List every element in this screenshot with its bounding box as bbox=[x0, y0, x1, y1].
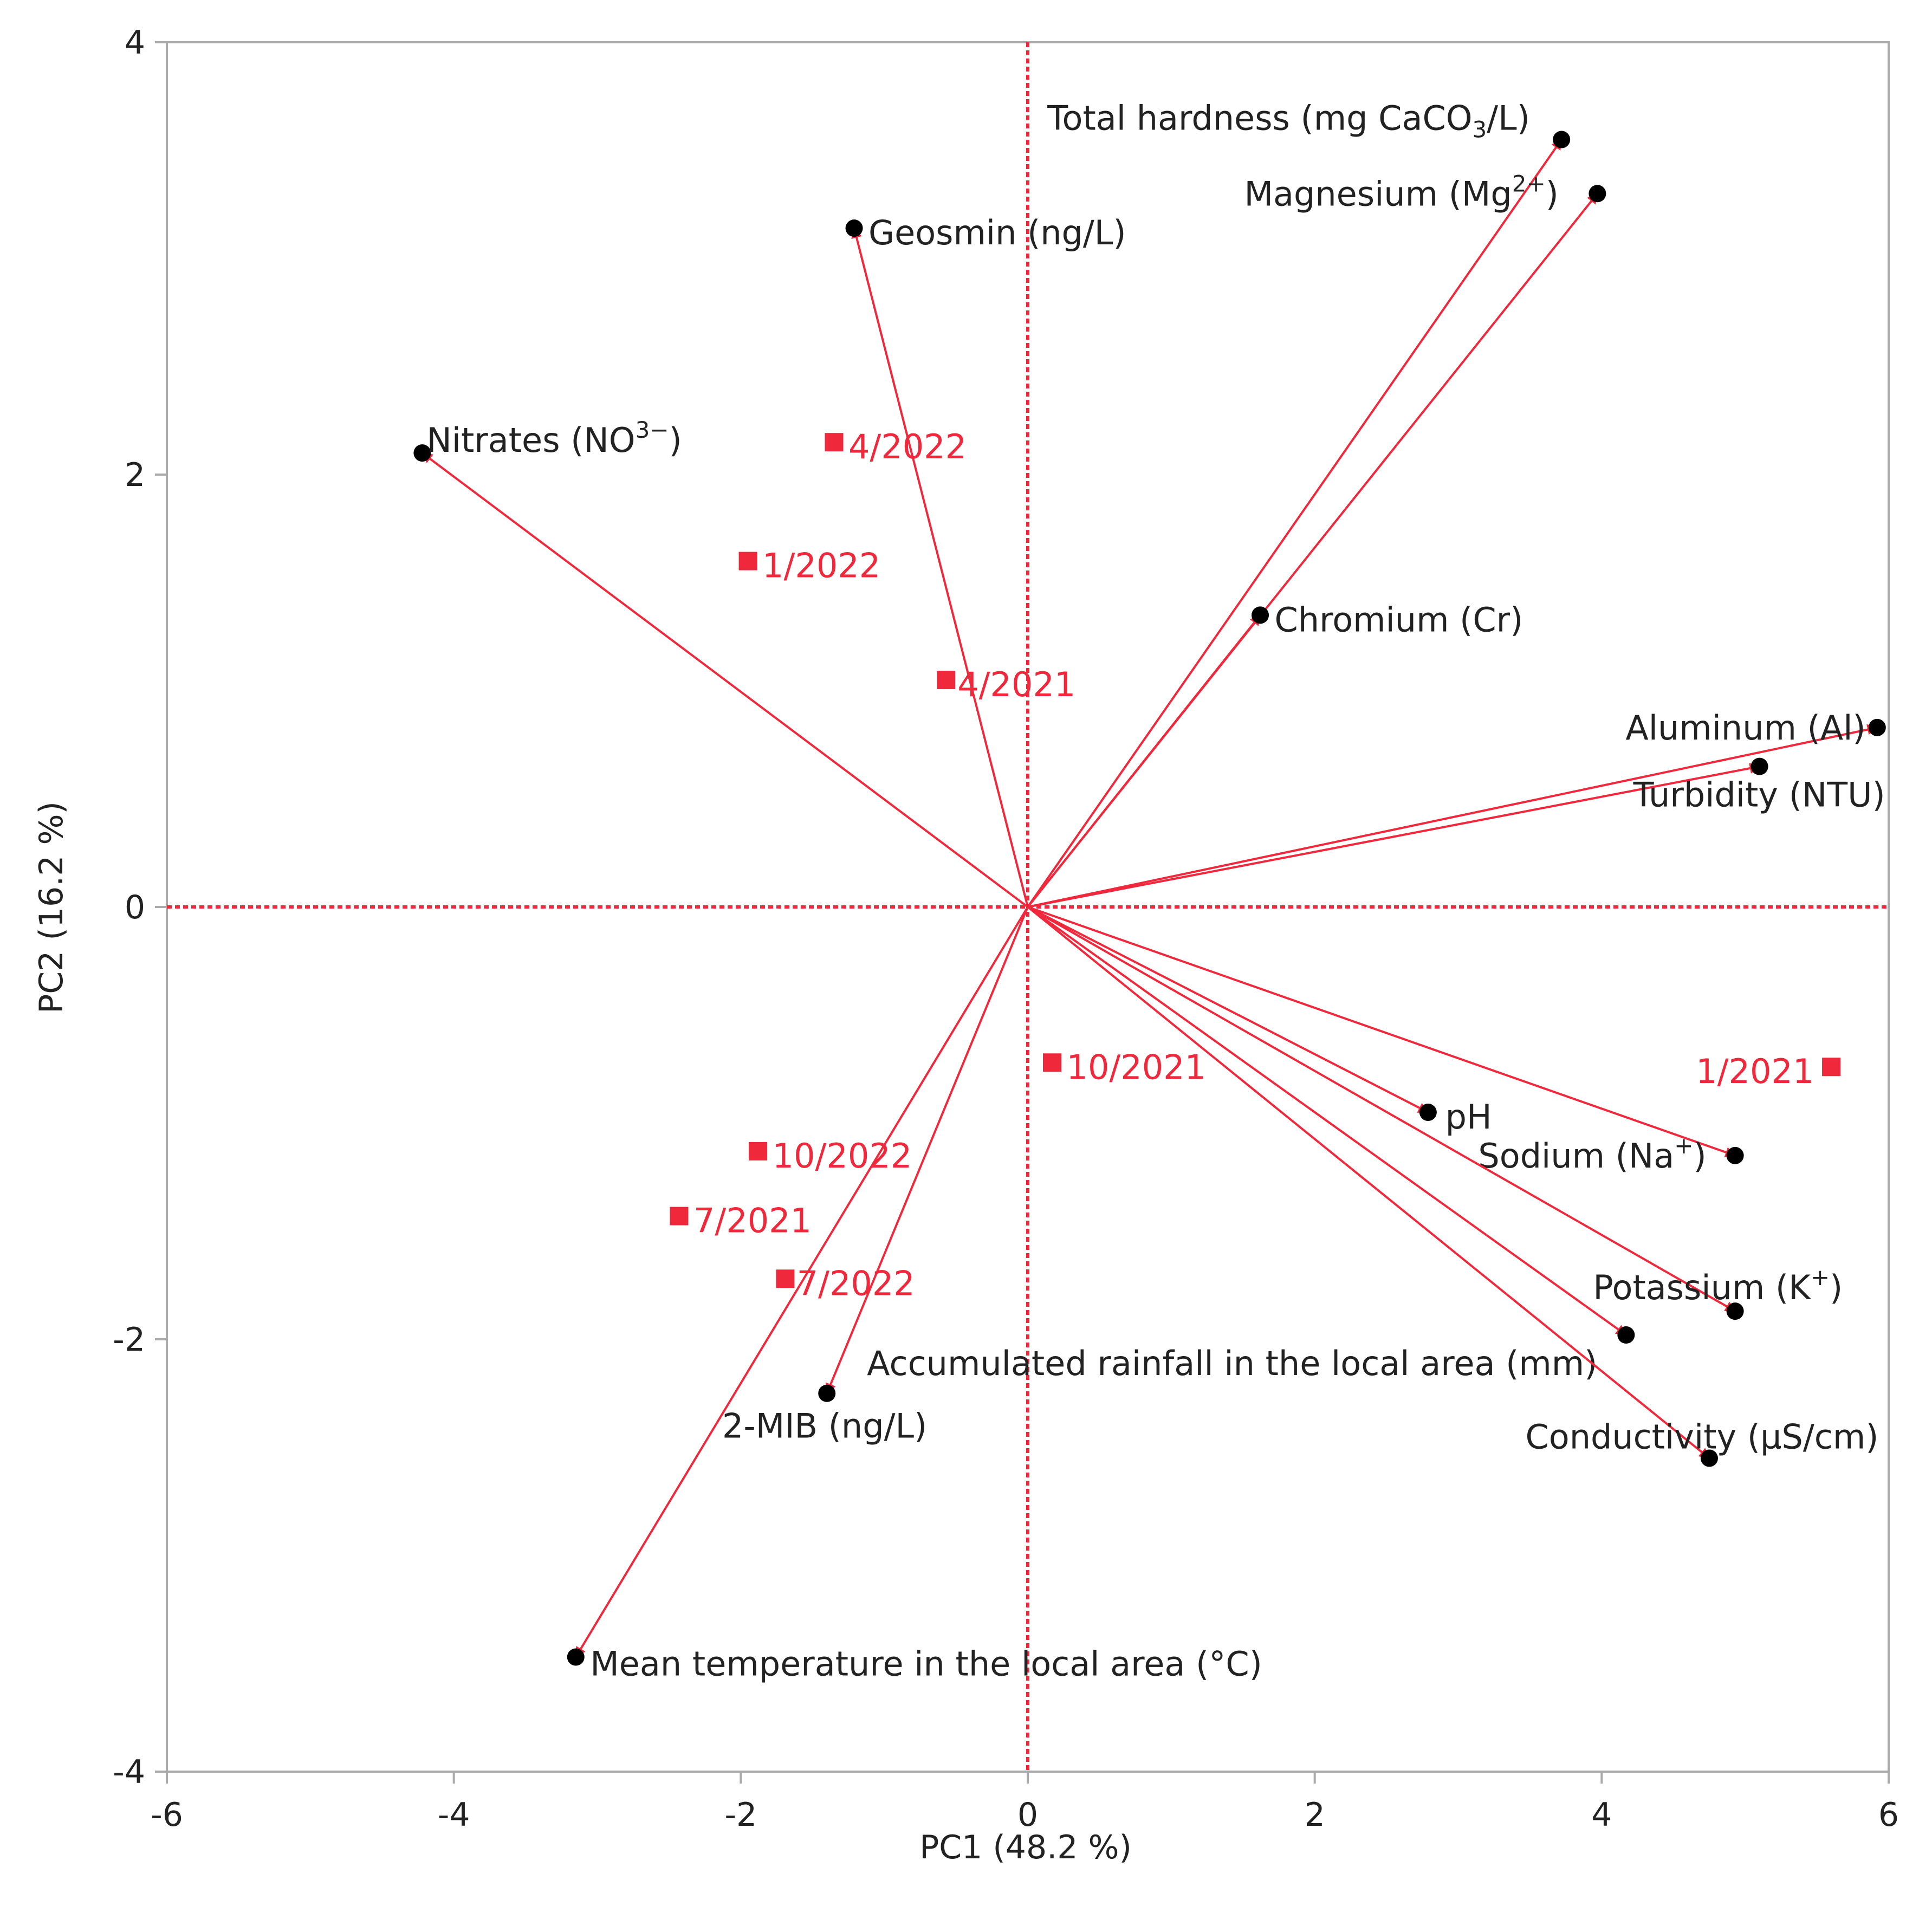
y-tick-label: 4 bbox=[125, 24, 145, 62]
observation-marker bbox=[738, 552, 757, 570]
loading-point bbox=[845, 219, 863, 237]
x-tick-label: 2 bbox=[1305, 1796, 1325, 1834]
loading-point bbox=[1726, 1302, 1744, 1320]
observation-label: 4/2022 bbox=[848, 427, 967, 466]
observation-marker bbox=[670, 1207, 689, 1226]
loading-point bbox=[818, 1384, 836, 1402]
observation-points: 4/2022 1/2022 4/2021 10/2021 1/2021 10/2022 7/… bbox=[670, 427, 1841, 1303]
loading-arrow bbox=[421, 452, 1029, 908]
loading-label: Potassium (K+) bbox=[1593, 1264, 1843, 1307]
observation-label: 7/2022 bbox=[797, 1263, 915, 1303]
loading-arrow bbox=[1027, 138, 1563, 908]
observation-marker bbox=[1043, 1053, 1062, 1072]
x-tick-label: 0 bbox=[1017, 1796, 1038, 1834]
observation-marker bbox=[825, 433, 844, 452]
loading-label: Nitrates (NO3−) bbox=[426, 417, 682, 460]
loading-arrow bbox=[1027, 724, 1878, 908]
loading-label: pH bbox=[1445, 1097, 1492, 1137]
x-tick-label: -4 bbox=[438, 1796, 470, 1834]
loading-label: Aluminum (Al) bbox=[1625, 708, 1865, 748]
y-tick-label: 2 bbox=[125, 456, 145, 494]
observation-marker bbox=[776, 1269, 795, 1288]
observation-label: 10/2021 bbox=[1067, 1047, 1207, 1087]
loading-point bbox=[1868, 718, 1886, 736]
loading-arrow bbox=[825, 906, 1029, 1395]
y-tick-label: 0 bbox=[125, 889, 145, 926]
x-tick-label: -2 bbox=[724, 1796, 757, 1834]
loading-arrow bbox=[851, 227, 1029, 907]
observation-label: 7/2021 bbox=[693, 1201, 812, 1241]
observation-label: 4/2021 bbox=[957, 665, 1075, 704]
loading-label: Conductivity (µS/cm) bbox=[1525, 1417, 1878, 1457]
loading-vectors: Total hardness (mg CaCO3/L) Magnesium (Mg… bbox=[413, 99, 1886, 1684]
loading-arrow bbox=[1027, 906, 1736, 1158]
loading-point bbox=[1726, 1146, 1744, 1164]
loading-label: 2-MIB (ng/L) bbox=[722, 1406, 927, 1446]
y-tick-label: -2 bbox=[113, 1321, 145, 1359]
observation-marker bbox=[1822, 1058, 1841, 1077]
loading-point bbox=[1617, 1326, 1635, 1344]
loading-point bbox=[1252, 606, 1269, 624]
loading-arrow bbox=[1027, 763, 1761, 908]
observation-label: 1/2022 bbox=[762, 546, 880, 586]
observation-marker bbox=[937, 671, 956, 690]
loading-arrow bbox=[1027, 906, 1736, 1312]
x-tick-label: 4 bbox=[1591, 1796, 1612, 1834]
loading-label: Chromium (Cr) bbox=[1275, 600, 1523, 639]
loading-label: Mean temperature in the local area (°C) bbox=[590, 1644, 1262, 1684]
loading-label: Total hardness (mg CaCO3/L) bbox=[1047, 99, 1530, 143]
loading-point bbox=[567, 1648, 585, 1666]
loading-label: Sodium (Na+) bbox=[1478, 1132, 1706, 1176]
loading-point bbox=[1589, 185, 1606, 203]
loading-point bbox=[1700, 1449, 1718, 1467]
loading-point bbox=[413, 444, 431, 462]
loading-point bbox=[1751, 757, 1768, 775]
loading-arrow bbox=[1027, 906, 1710, 1460]
loading-point bbox=[1553, 131, 1571, 148]
y-axis-title: PC2 (16.2 %) bbox=[33, 801, 70, 1014]
x-axis-title: PC1 (48.2 %) bbox=[919, 1829, 1132, 1866]
x-tick-label: 6 bbox=[1878, 1796, 1899, 1834]
observation-marker bbox=[749, 1142, 768, 1161]
loading-arrow bbox=[1027, 906, 1627, 1336]
x-tick-label: -6 bbox=[151, 1796, 183, 1834]
y-tick-label: -4 bbox=[113, 1753, 145, 1791]
observation-label: 10/2022 bbox=[773, 1136, 912, 1176]
loading-arrow bbox=[1027, 906, 1429, 1113]
loading-arrow bbox=[1027, 614, 1261, 908]
loading-arrow bbox=[575, 906, 1029, 1658]
loading-label: Geosmin (ng/L) bbox=[868, 213, 1126, 252]
loading-point bbox=[1419, 1104, 1437, 1121]
observation-label: 1/2021 bbox=[1696, 1052, 1814, 1091]
loading-label: Turbidity (NTU) bbox=[1633, 775, 1885, 815]
loading-label: Accumulated rainfall in the local area (… bbox=[867, 1344, 1597, 1383]
loading-label: Magnesium (Mg2+) bbox=[1244, 170, 1558, 213]
